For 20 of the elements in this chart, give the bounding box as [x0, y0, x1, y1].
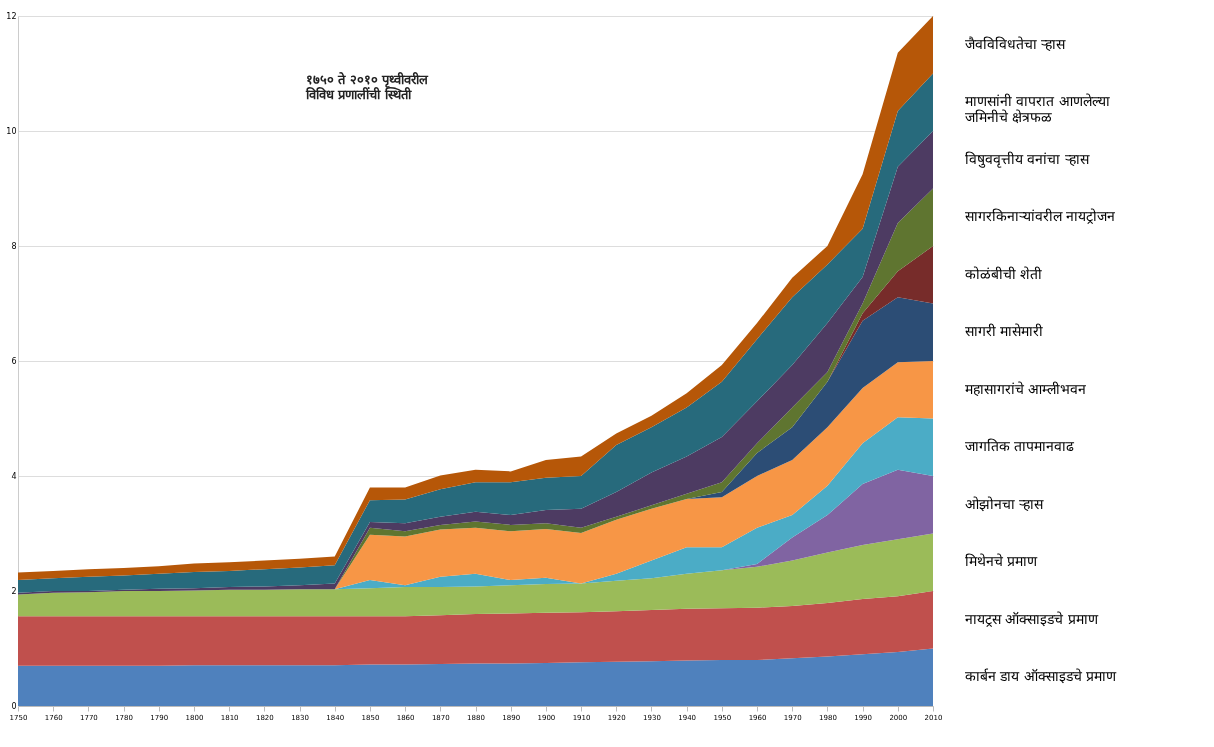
y-tick-label: 8	[11, 241, 17, 251]
text: नायट्रस ऑक्साइडचे प्रमाण	[965, 610, 1099, 627]
text: ओझोनचा ऱ्हास	[965, 495, 1045, 512]
text: महासागरांचे आम्लीभवन	[965, 380, 1087, 397]
text: कार्बन डाय ऑक्साइडचे प्रमाण	[965, 668, 1118, 685]
text: सागरकिनाऱ्यांवरील नायट्रोजन	[965, 208, 1116, 225]
text: विषुववृत्तीय वनांचा ऱ्हास	[965, 150, 1090, 168]
text: जागतिक तापमानवाढ	[965, 438, 1076, 455]
text: मिथेनचे प्रमाण	[965, 553, 1039, 570]
y-tick-label: 4	[11, 471, 17, 481]
y-tick-label: 0	[11, 701, 17, 711]
y-tick-label: 6	[11, 356, 17, 366]
y-tick-label: 2	[11, 586, 17, 596]
text: कोळंबीची शेती	[965, 265, 1043, 282]
text: माणसांनी वापरात आणलेल्या जमिनीचे क्षेत्रफळ	[965, 93, 1110, 126]
text: जैवविविधतेचा ऱ्हास	[965, 35, 1067, 52]
y-tick-label: 12	[6, 11, 17, 21]
y-tick-label: 10	[6, 126, 17, 136]
text: १७५० ते २०१० पृथ्वीवरील विविध प्रणालींची स्थिती	[304, 72, 430, 102]
text: सागरी मासेमारी	[965, 323, 1044, 340]
